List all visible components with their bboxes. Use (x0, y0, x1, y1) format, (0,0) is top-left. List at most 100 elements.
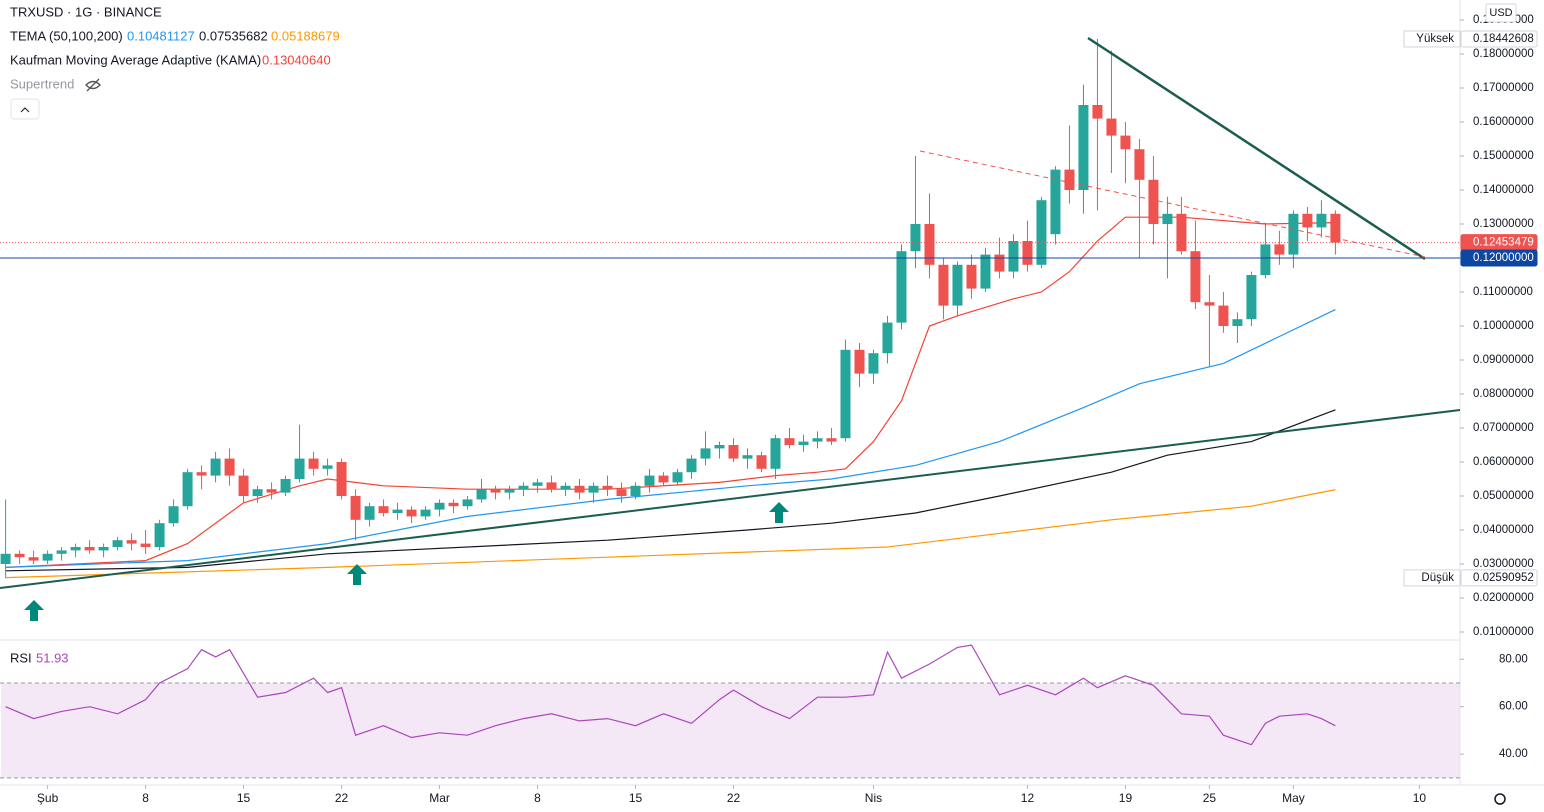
hidden-icon[interactable] (85, 78, 101, 92)
candle-body (938, 264, 949, 306)
candle-body (658, 475, 669, 483)
candle-body (728, 445, 739, 459)
price-tag-caption-bg (1403, 569, 1461, 587)
candle-body (980, 254, 991, 289)
candle-body (1330, 213, 1341, 243)
trendline (1087, 36, 1426, 261)
y-tick-label: 0.17000000 (1473, 82, 1534, 94)
candle-body (686, 458, 697, 473)
indicator-line (5, 309, 1336, 568)
candle-body (1288, 213, 1299, 255)
x-tick-label: May (1282, 791, 1305, 805)
candle-body (266, 489, 277, 493)
candle-body (532, 482, 543, 486)
candle-body (700, 448, 711, 459)
currency-button[interactable] (1485, 3, 1517, 23)
x-tick-label: 22 (727, 791, 741, 805)
candle-body (1148, 179, 1159, 224)
candle-body (1232, 319, 1243, 326)
candle-body (322, 465, 333, 469)
price-tag (1460, 30, 1538, 48)
arrow-up (769, 502, 789, 523)
candle-body (854, 349, 865, 374)
y-tick-label: 0.11000000 (1473, 286, 1533, 298)
candle-body (1204, 302, 1215, 306)
candle-body (28, 557, 39, 561)
candle-body (378, 506, 389, 513)
x-tick-label: 10 (1413, 791, 1427, 805)
candle-body (1078, 105, 1089, 190)
x-tick-label: 8 (534, 791, 541, 805)
y-tick-label: 0.01000000 (1473, 626, 1534, 638)
trendline (0, 409, 1461, 589)
indicator-line (5, 409, 1336, 572)
candle-body (546, 482, 557, 490)
x-tick-label: 15 (237, 791, 251, 805)
candle-body (812, 438, 823, 442)
candle-body (952, 264, 963, 306)
y-tick-label: 0.02000000 (1473, 592, 1534, 604)
x-tick-label: Nis (865, 791, 882, 805)
candle-body (966, 264, 977, 289)
price-tag (1460, 249, 1538, 267)
candle-body (294, 458, 305, 479)
y-tick-label: 80.00 (1499, 653, 1528, 665)
candle-body (518, 485, 529, 490)
candle-body (784, 438, 795, 445)
candle-body (770, 438, 781, 469)
candle-body (504, 489, 515, 493)
candle-body (14, 553, 25, 558)
candle-body (126, 540, 137, 544)
candle-body (336, 462, 347, 496)
price-tag-caption-bg (1403, 30, 1461, 48)
y-tick-label: 0.08000000 (1473, 388, 1534, 400)
collapse-icon (20, 107, 30, 113)
candle-body (1246, 275, 1257, 320)
collapse-button[interactable] (10, 98, 40, 120)
candle-body (1260, 244, 1271, 275)
indicator-line (5, 489, 1336, 579)
price-tag-caption: Yüksek (1416, 33, 1454, 45)
candle-body (1008, 241, 1019, 272)
rsi-line (5, 644, 1336, 746)
price-tag-label: 0.18442608 (1473, 33, 1534, 45)
legend-rsi: RSI (10, 650, 32, 665)
candle-body (574, 485, 585, 493)
candle-body (462, 499, 473, 507)
candle-body (406, 509, 417, 517)
candle-body (840, 349, 851, 439)
candle-body (630, 485, 641, 496)
plot: 0.01000000 0.02000000 0.03000000 0.04000000… (0, 14, 1538, 805)
arrow-up (347, 564, 367, 585)
candle-body (1316, 213, 1327, 228)
x-tick-label: 22 (335, 791, 349, 805)
candle-body (112, 540, 123, 547)
candle-body (644, 475, 655, 486)
candle-body (560, 485, 571, 490)
x-tick-label: 15 (629, 791, 643, 805)
candle-body (154, 523, 165, 547)
candle-body (56, 550, 67, 554)
y-tick-label: 0.09000000 (1473, 354, 1534, 366)
candle-body (714, 445, 725, 449)
y-tick-label: 0.14000000 (1473, 184, 1534, 196)
candle-body (490, 489, 501, 493)
candle-body (182, 472, 193, 507)
x-tick-label: Mar (429, 791, 450, 805)
candle-body (420, 509, 431, 517)
settings-icon[interactable] (1494, 793, 1506, 805)
y-tick-label: 40.00 (1499, 748, 1528, 760)
candle-body (756, 455, 767, 469)
candle-body (672, 472, 683, 483)
candle-body (1190, 251, 1201, 303)
candle-body (910, 224, 921, 252)
y-tick-label: 0.03000000 (1473, 558, 1534, 570)
y-tick-label: 0.18000000 (1473, 48, 1534, 60)
y-tick-label: 0.06000000 (1473, 456, 1534, 468)
candle-body (434, 502, 445, 510)
candle-body (798, 441, 809, 445)
y-tick-label: 0.10000000 (1473, 320, 1534, 332)
y-tick-label: 0.07000000 (1473, 422, 1534, 434)
